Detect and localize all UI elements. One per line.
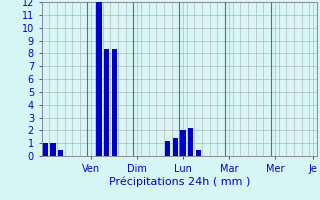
Bar [196,150,201,156]
Bar [173,138,178,156]
Bar [58,150,63,156]
Bar [50,143,56,156]
X-axis label: Précipitations 24h ( mm ): Précipitations 24h ( mm ) [108,176,250,187]
Bar [180,130,186,156]
Bar [165,141,171,156]
Bar [112,49,117,156]
Bar [104,49,109,156]
Bar [43,143,48,156]
Bar [96,2,102,156]
Bar [188,128,193,156]
